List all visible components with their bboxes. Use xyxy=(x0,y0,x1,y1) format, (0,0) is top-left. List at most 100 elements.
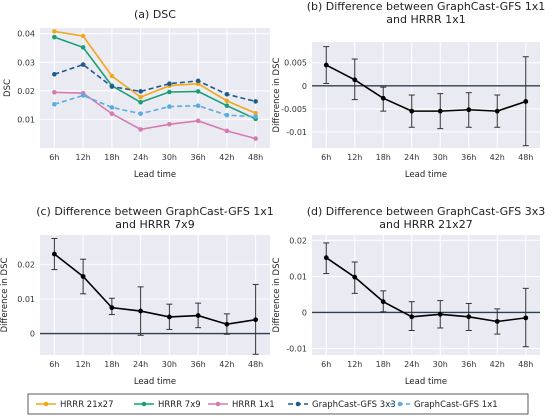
data-point-graphcast_1x1 xyxy=(167,104,172,109)
x-tick-label: 6h xyxy=(321,360,331,369)
data-point-hrrr_21x27 xyxy=(224,98,230,104)
data-point-hrrr_21x27 xyxy=(80,33,86,39)
difference-point xyxy=(466,107,472,113)
data-point-hrrr_21x27 xyxy=(52,29,57,34)
series-line-hrrr_7x9 xyxy=(54,36,256,120)
data-point-graphcast_1x1 xyxy=(109,105,115,110)
difference-point xyxy=(352,77,358,83)
difference-point xyxy=(138,308,144,314)
data-point-hrrr_1x1 xyxy=(109,111,115,117)
x-tick-label: 48h xyxy=(518,153,533,162)
difference-point xyxy=(323,62,329,68)
difference-point xyxy=(323,255,329,261)
y-tick-label: 0.02 xyxy=(17,260,35,269)
legend-label: HRRR 1x1 xyxy=(232,400,275,410)
data-point-graphcast_3x3 xyxy=(167,81,172,87)
plot-background xyxy=(312,235,540,355)
legend-swatch-marker xyxy=(43,401,49,407)
legend-label: GraphCast-GFS 1x1 xyxy=(414,400,498,410)
plot-background xyxy=(312,42,540,148)
x-tick-label: 48h xyxy=(248,360,263,369)
y-tick-label: 0.01 xyxy=(289,272,307,281)
data-point-graphcast_1x1 xyxy=(80,93,86,98)
difference-point xyxy=(109,305,115,311)
legend-box xyxy=(27,393,529,415)
panel-b: -0.01 -0.005 0 0.005 6h 12h 18h 24h 30h 36h 42h 48h… xyxy=(272,0,545,180)
x-axis-label: Lead time xyxy=(405,170,447,180)
x-tick-label: 42h xyxy=(219,360,234,369)
legend: HRRR 21x27 HRRR 7x9 HRRR 1x1 GraphCast-GFS … xyxy=(27,393,529,415)
difference-point xyxy=(253,317,259,323)
data-point-graphcast_3x3 xyxy=(52,71,57,77)
panel-title: (c) Difference between GraphCast-GFS 1x1 xyxy=(36,205,274,218)
difference-point xyxy=(195,313,201,318)
panel-title: and HRRR 21x27 xyxy=(379,218,472,231)
difference-point xyxy=(224,321,230,327)
x-tick-label: 18h xyxy=(376,360,391,369)
data-point-graphcast_3x3 xyxy=(253,99,258,104)
x-tick-label: 24h xyxy=(133,360,148,369)
x-tick-label: 30h xyxy=(162,360,177,369)
x-tick-label: 24h xyxy=(133,153,148,162)
data-point-hrrr_1x1 xyxy=(167,121,172,127)
x-tick-label: 30h xyxy=(162,153,177,162)
y-tick-label: 0.01 xyxy=(17,295,35,304)
x-tick-label: 24h xyxy=(404,360,419,369)
data-point-hrrr_7x9 xyxy=(224,103,230,109)
legend-swatch-marker xyxy=(141,401,147,407)
data-point-graphcast_3x3 xyxy=(224,91,230,97)
difference-line xyxy=(325,64,527,112)
legend-label: HRRR 21x27 xyxy=(60,400,113,410)
y-axis-label: Difference in DSC xyxy=(272,58,282,133)
x-tick-label: 30h xyxy=(433,360,448,369)
data-point-graphcast_3x3 xyxy=(195,78,201,84)
data-point-graphcast_3x3 xyxy=(109,84,115,89)
y-tick-label: 0 xyxy=(302,82,307,91)
legend-swatch-marker xyxy=(397,401,403,407)
data-point-hrrr_1x1 xyxy=(253,136,258,141)
panel-a: 0.01 0.02 0.03 0.04 6h 12h 18h 24h 30h 36h 42h 48h (… xyxy=(3,8,270,180)
data-point-graphcast_1x1 xyxy=(195,103,201,109)
difference-point xyxy=(352,274,358,280)
panel-title: (d) Difference between GraphCast-GFS 3x3 xyxy=(307,205,546,218)
series-line-hrrr_21x27 xyxy=(54,30,256,114)
y-axis-label: DSC xyxy=(3,79,13,97)
x-axis-label: Lead time xyxy=(134,377,176,387)
difference-point xyxy=(166,314,172,320)
data-point-hrrr_1x1 xyxy=(138,127,143,132)
y-tick-label: 0.02 xyxy=(289,236,307,245)
x-tick-label: 48h xyxy=(248,153,263,162)
x-tick-label: 12h xyxy=(76,153,91,162)
x-axis-label: Lead time xyxy=(134,170,176,180)
y-tick-label: 0.03 xyxy=(17,58,35,67)
y-tick-label: 0 xyxy=(30,330,35,339)
difference-point xyxy=(51,251,57,257)
x-tick-label: 48h xyxy=(518,360,533,369)
data-point-hrrr_1x1 xyxy=(52,89,57,95)
panel-title: (a) DSC xyxy=(134,8,176,21)
data-point-hrrr_21x27 xyxy=(253,110,258,116)
x-axis-label: Lead time xyxy=(405,377,447,387)
difference-line xyxy=(53,253,256,326)
difference-point xyxy=(80,274,86,279)
data-point-hrrr_7x9 xyxy=(167,89,172,95)
x-tick-label: 36h xyxy=(191,153,206,162)
x-tick-label: 36h xyxy=(461,153,476,162)
x-tick-label: 12h xyxy=(76,360,91,369)
data-point-graphcast_3x3 xyxy=(80,62,86,67)
data-point-hrrr_7x9 xyxy=(80,45,86,50)
difference-point xyxy=(437,108,443,114)
x-tick-label: 12h xyxy=(347,360,362,369)
x-tick-label: 18h xyxy=(376,153,391,162)
x-tick-label: 18h xyxy=(104,153,119,162)
difference-point xyxy=(494,108,500,114)
series-line-graphcast_3x3 xyxy=(54,63,256,103)
data-point-hrrr_1x1 xyxy=(224,128,230,134)
y-axis-label: Difference in DSC xyxy=(272,258,282,333)
y-tick-label: -0.005 xyxy=(281,105,307,114)
legend-label: HRRR 7x9 xyxy=(158,400,201,410)
difference-point xyxy=(409,108,415,114)
difference-point xyxy=(437,311,443,317)
series-line-graphcast_1x1 xyxy=(54,94,256,118)
